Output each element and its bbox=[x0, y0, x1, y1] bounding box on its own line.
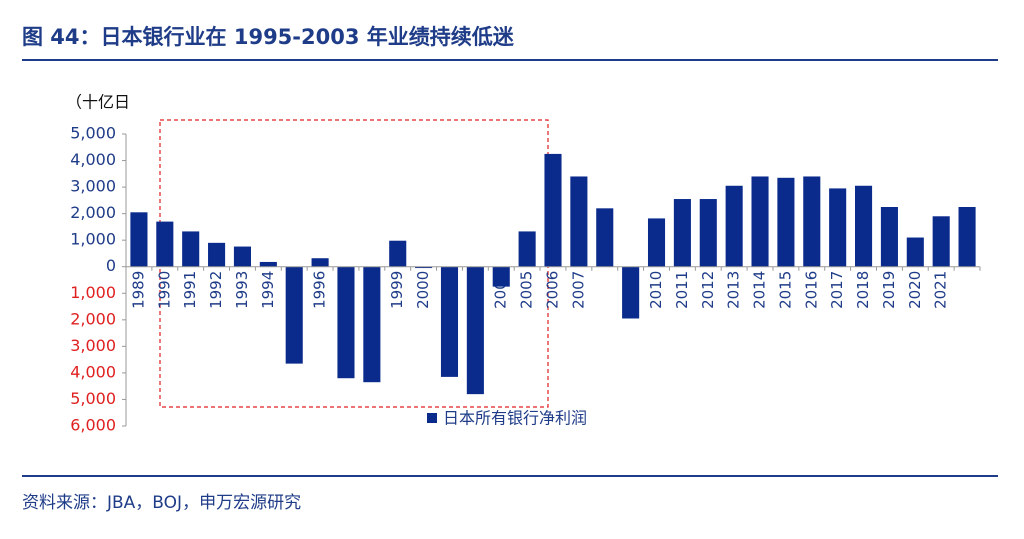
y-tick-label: 4,000 bbox=[70, 362, 116, 381]
bar bbox=[156, 221, 174, 267]
bar bbox=[285, 266, 303, 364]
x-tick-label: 2010 bbox=[647, 271, 665, 309]
x-tick-label: 2000 bbox=[414, 271, 432, 309]
x-tick-label: 1994 bbox=[259, 271, 277, 309]
bar bbox=[751, 176, 769, 267]
x-tick-label: 2013 bbox=[725, 271, 743, 309]
bar bbox=[673, 199, 691, 267]
bar bbox=[182, 231, 200, 267]
bar bbox=[311, 258, 329, 267]
x-tick-label: 2007 bbox=[569, 271, 587, 309]
x-tick-label: 1991 bbox=[181, 271, 199, 309]
legend-swatch bbox=[427, 413, 437, 423]
y-tick-label: 3,000 bbox=[70, 177, 116, 196]
y-tick-label: 3,000 bbox=[70, 336, 116, 355]
y-tick-label: 5,000 bbox=[70, 389, 116, 408]
bar bbox=[389, 240, 407, 267]
x-tick-label: 2018 bbox=[854, 271, 872, 309]
bar bbox=[544, 153, 562, 267]
bar bbox=[259, 261, 277, 267]
bar bbox=[932, 216, 950, 267]
bar bbox=[440, 266, 459, 377]
y-tick-label: 5,000 bbox=[70, 124, 116, 143]
bar bbox=[415, 266, 433, 269]
x-tick-label: 2019 bbox=[880, 271, 898, 309]
bar bbox=[829, 188, 847, 267]
bar bbox=[906, 237, 924, 267]
x-tick-label: 1999 bbox=[388, 271, 406, 309]
x-tick-label: 2016 bbox=[802, 271, 820, 309]
x-tick-label: 2017 bbox=[828, 271, 846, 309]
y-tick-label: 1,000 bbox=[70, 283, 116, 302]
bar bbox=[130, 212, 148, 267]
bar bbox=[337, 266, 355, 379]
source: 资料来源：JBA，BOJ，申万宏源研究 bbox=[22, 493, 301, 513]
bar bbox=[699, 199, 717, 267]
y-tick-label: 4,000 bbox=[70, 150, 116, 169]
x-tick-label: 2011 bbox=[673, 271, 691, 309]
x-tick-label: 1996 bbox=[311, 271, 329, 309]
bar bbox=[622, 266, 640, 319]
bar bbox=[777, 177, 795, 267]
x-tick-label: 2012 bbox=[699, 271, 717, 309]
y-tick-label: 2,000 bbox=[70, 203, 116, 222]
legend-label: 日本所有银行净利润 bbox=[443, 409, 587, 428]
y-tick-label: 1,000 bbox=[70, 230, 116, 249]
bar bbox=[466, 266, 484, 395]
bar bbox=[958, 207, 976, 267]
bar bbox=[518, 231, 536, 267]
x-tick-label: 1990 bbox=[155, 271, 173, 309]
bar bbox=[208, 242, 226, 267]
bar bbox=[363, 266, 381, 383]
chart-title: 图 44：日本银行业在 1995-2003 年业绩持续低迷 bbox=[22, 25, 515, 49]
bar bbox=[570, 176, 588, 267]
y-tick-label: 0 bbox=[106, 256, 116, 275]
x-tick-label: 2005 bbox=[518, 271, 536, 309]
x-tick-label: 1993 bbox=[233, 271, 251, 309]
x-tick-label: 2015 bbox=[776, 271, 794, 309]
bar bbox=[725, 185, 743, 267]
x-tick-label: 1989 bbox=[129, 271, 147, 309]
y-tick-label: 2,000 bbox=[70, 309, 116, 328]
bar bbox=[492, 266, 510, 287]
x-tick-label: 2020 bbox=[906, 271, 924, 309]
x-tick-label: 2014 bbox=[751, 271, 769, 309]
x-tick-label: 2006 bbox=[544, 271, 562, 309]
x-tick-label: 1992 bbox=[207, 271, 225, 309]
bar bbox=[233, 246, 251, 267]
x-tick-label: 2021 bbox=[932, 271, 950, 309]
bar bbox=[880, 207, 898, 267]
y-tick-label: 6,000 bbox=[70, 416, 116, 435]
bar bbox=[803, 176, 821, 267]
y-axis-label: （十亿日 bbox=[66, 93, 130, 112]
bar bbox=[855, 185, 873, 267]
bar bbox=[596, 208, 614, 267]
bar bbox=[647, 218, 666, 267]
